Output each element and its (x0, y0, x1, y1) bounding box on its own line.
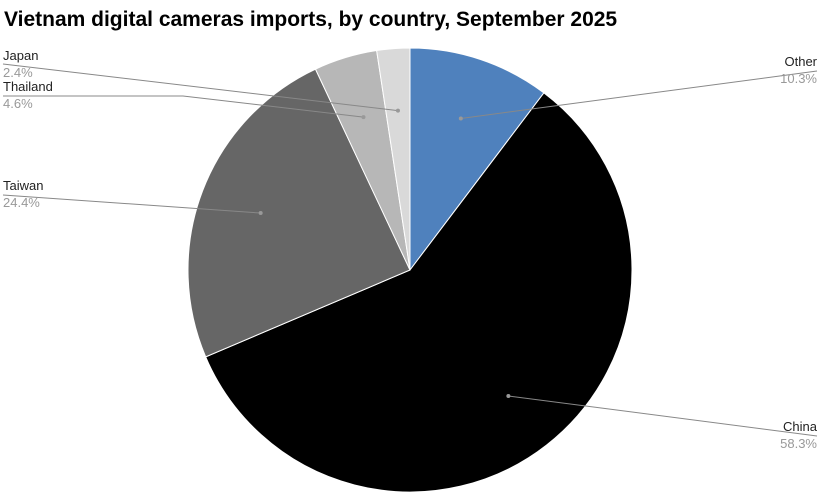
pie-slice-taiwan (187, 68, 411, 358)
pie-slice-china (205, 92, 633, 493)
slice-value-china: 58.3% (780, 436, 817, 451)
leader-dot-thailand (361, 115, 366, 120)
leader-line-thailand (3, 95, 364, 118)
leader-line-taiwan (2, 194, 261, 214)
leader-dot-china (506, 393, 511, 398)
slice-label-thailand: Thailand (3, 79, 53, 94)
slice-label-japan: Japan (3, 48, 38, 63)
leader-line-japan (2, 63, 399, 112)
leader-dot-japan (395, 108, 400, 113)
slice-value-thailand: 4.6% (3, 96, 33, 111)
leader-dot-taiwan (258, 211, 263, 216)
slice-label-china: China (783, 419, 818, 434)
leader-dot-other (458, 116, 463, 121)
leader-line-other (460, 70, 818, 119)
pie-slice-japan (376, 47, 411, 271)
slice-label-other: Other (784, 54, 817, 69)
slice-label-taiwan: Taiwan (3, 178, 43, 193)
slice-value-other: 10.3% (780, 71, 817, 86)
leader-line-china (508, 395, 818, 437)
chart-title: Vietnam digital cameras imports, by coun… (4, 8, 617, 31)
slice-value-japan: 2.4% (3, 65, 33, 80)
slice-value-taiwan: 24.4% (3, 195, 40, 210)
pie-slice-other (409, 47, 545, 272)
